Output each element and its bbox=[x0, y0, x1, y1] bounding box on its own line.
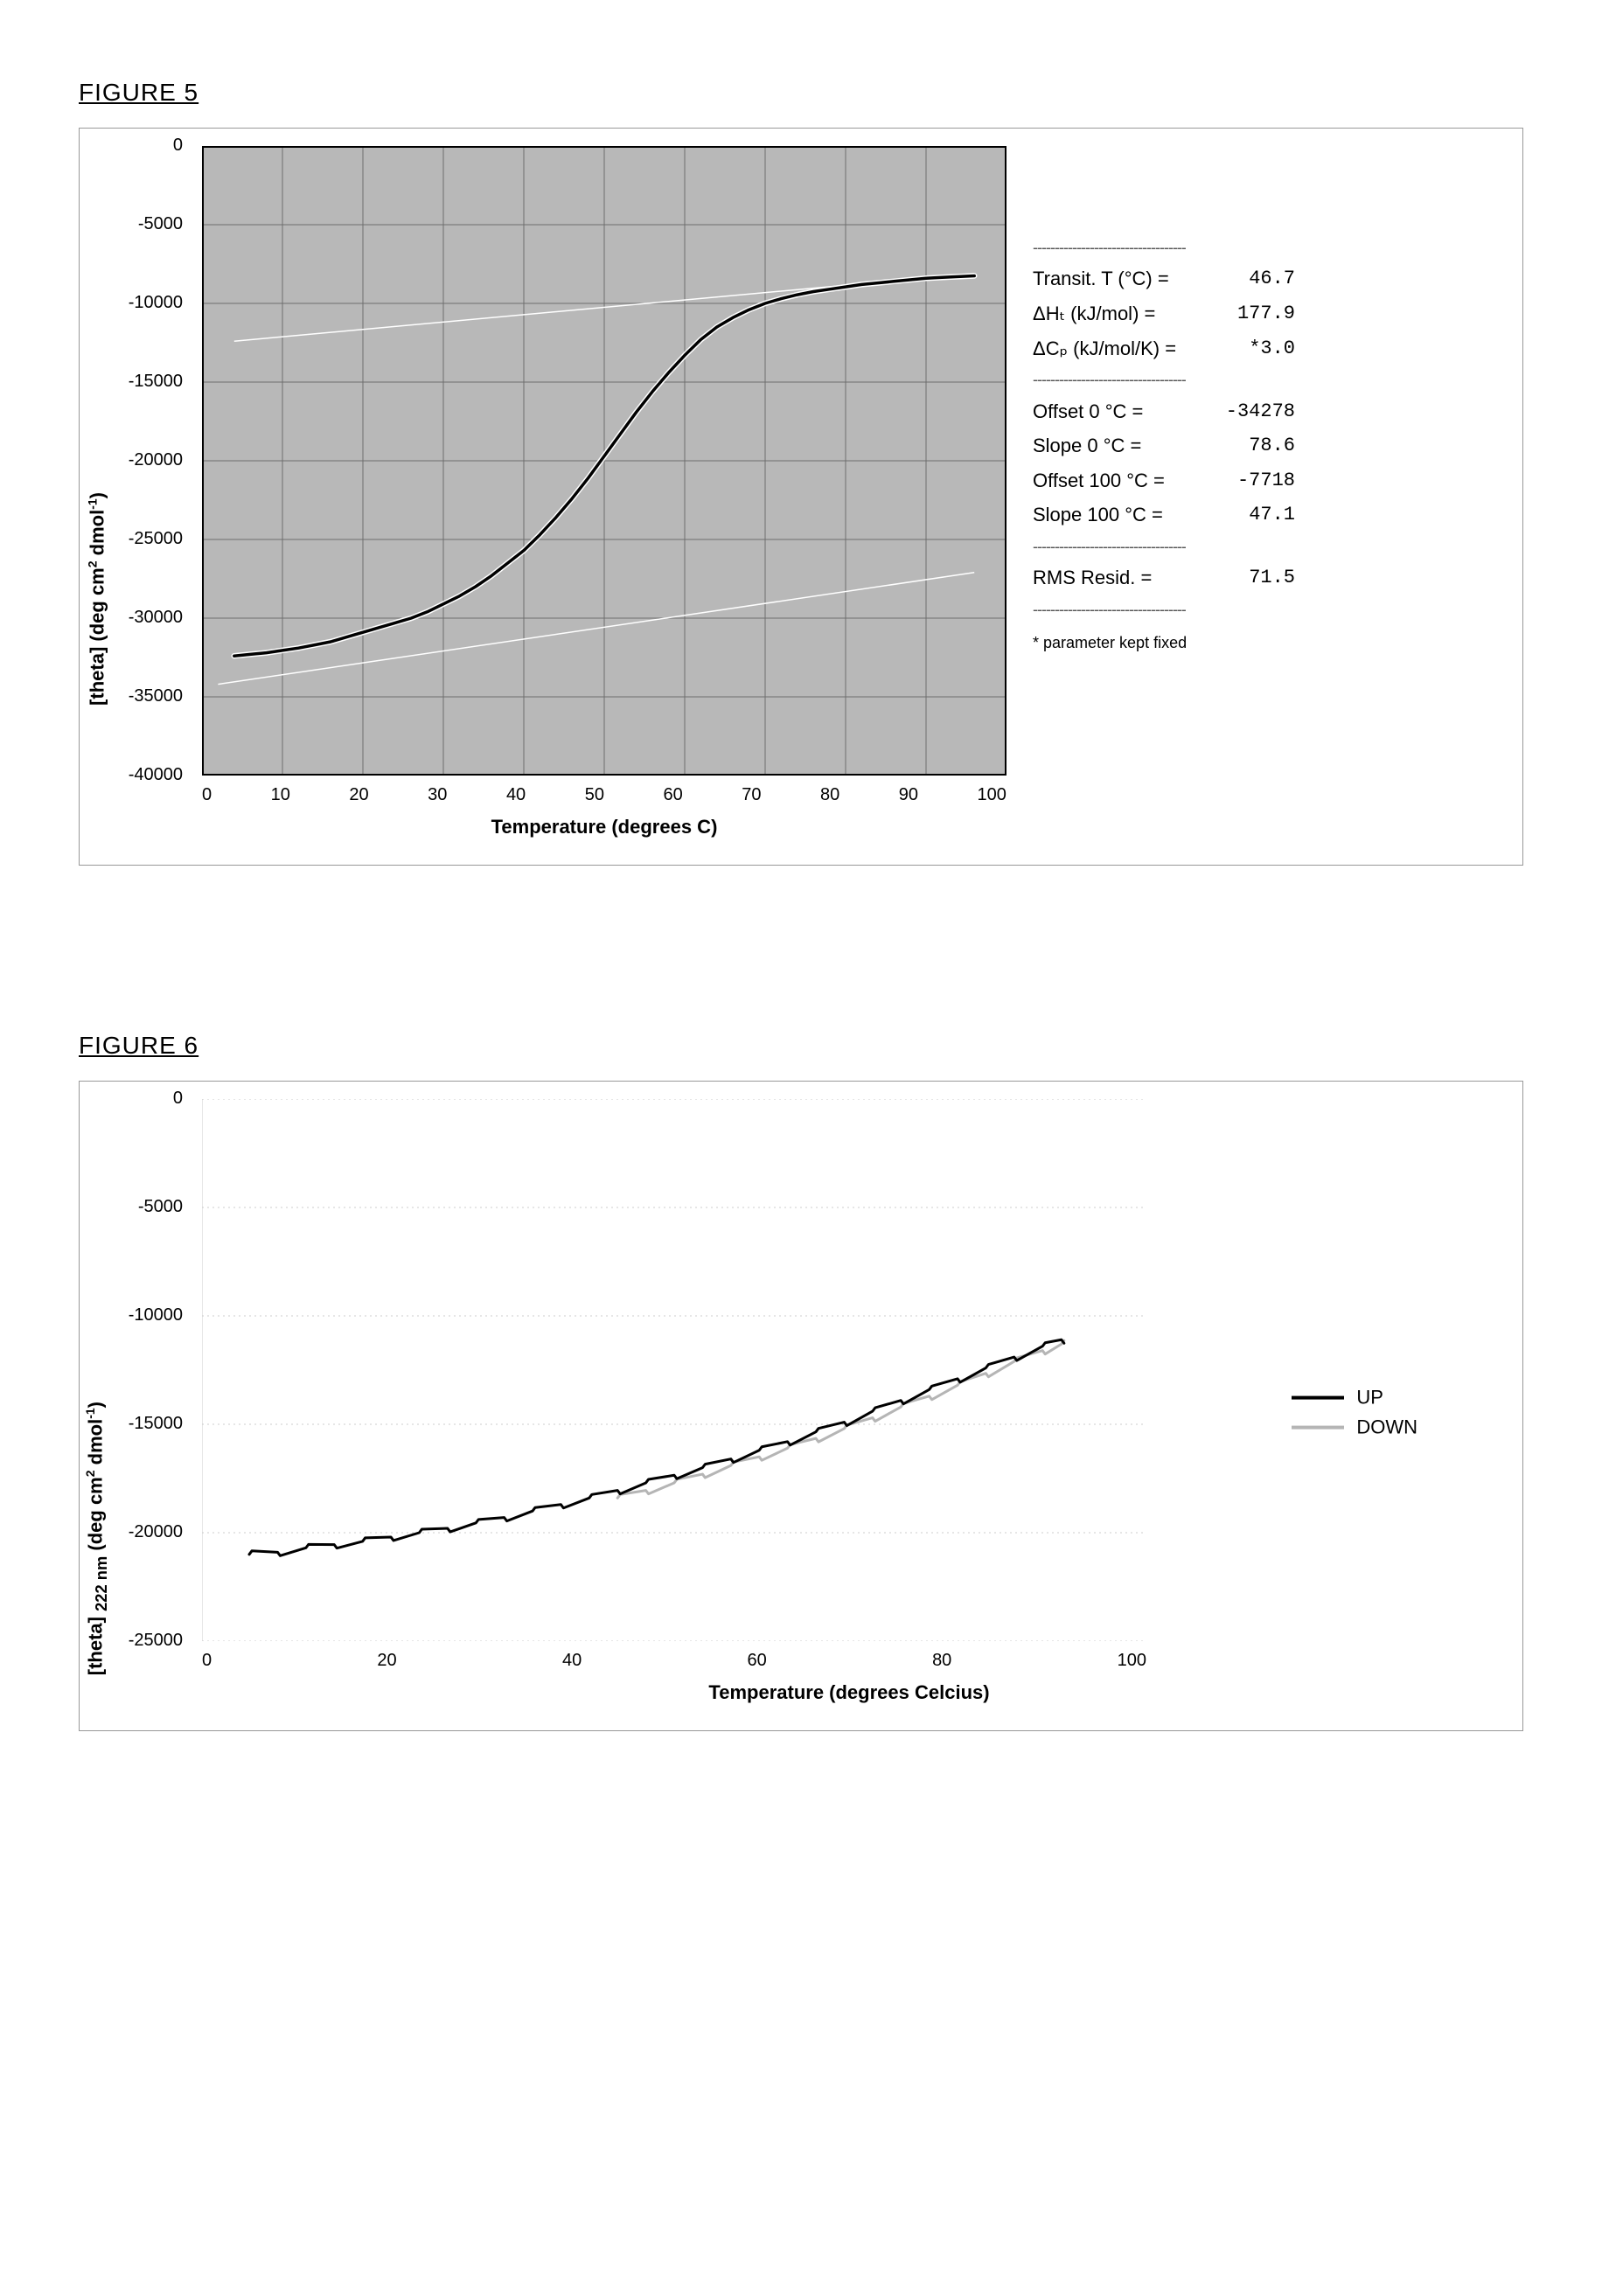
xtick: 40 bbox=[506, 785, 526, 805]
xtick: 80 bbox=[820, 785, 839, 805]
ytick: -15000 bbox=[129, 1414, 183, 1434]
figure5-yticks: 0-5000-10000-15000-20000-25000-30000-350… bbox=[106, 146, 193, 776]
figure6-xticks: 0 20 40 60 80 100 bbox=[202, 1651, 1146, 1671]
ytick: -10000 bbox=[129, 293, 183, 313]
ytick: -30000 bbox=[129, 608, 183, 628]
figure5-xlabel: Temperature (degrees C) bbox=[202, 816, 1006, 838]
xtick: 20 bbox=[349, 785, 368, 805]
ytick: -40000 bbox=[129, 765, 183, 785]
ytick: -20000 bbox=[129, 1522, 183, 1542]
figure6-xlabel: Temperature (degrees Celcius) bbox=[202, 1681, 1496, 1704]
figure5-chart: [theta] (deg cm2 dmol-1) 010203040506070… bbox=[106, 146, 1006, 838]
xtick: 50 bbox=[585, 785, 604, 805]
xtick: 70 bbox=[742, 785, 761, 805]
figure6-title: FIGURE 6 bbox=[79, 1032, 1523, 1060]
ytick: -5000 bbox=[138, 214, 183, 234]
ytick: -25000 bbox=[129, 1631, 183, 1651]
param-row: Slope 0 °C =78.6 bbox=[1033, 428, 1295, 463]
ytick: 0 bbox=[173, 136, 183, 156]
xtick: 60 bbox=[748, 1651, 767, 1671]
figure5-title: FIGURE 5 bbox=[79, 79, 1523, 107]
param-row: ΔHₜ (kJ/mol) =177.9 bbox=[1033, 296, 1295, 331]
ytick: -25000 bbox=[129, 529, 183, 549]
figure6-box: [theta] 222 nm (deg cm2 dmol-1) 02040608… bbox=[79, 1081, 1523, 1731]
figure6-plot bbox=[202, 1099, 1146, 1641]
xtick: 90 bbox=[899, 785, 918, 805]
ytick: -20000 bbox=[129, 450, 183, 470]
param-row: Slope 100 °C =47.1 bbox=[1033, 497, 1295, 532]
figure6-chart: [theta] 222 nm (deg cm2 dmol-1) 02040608… bbox=[106, 1099, 1496, 1704]
footnote: * parameter kept fixed bbox=[1033, 629, 1295, 657]
figure6-legend: UP DOWN bbox=[1292, 1380, 1417, 1446]
xtick: 40 bbox=[562, 1651, 582, 1671]
param-row: Transit. T (°C) =46.7 bbox=[1033, 261, 1295, 296]
xtick: 60 bbox=[663, 785, 682, 805]
ytick: 0 bbox=[173, 1089, 183, 1109]
legend-item: DOWN bbox=[1292, 1416, 1417, 1439]
param-row: Offset 0 °C =-34278 bbox=[1033, 394, 1295, 429]
ytick: -15000 bbox=[129, 372, 183, 392]
figure5-box: [theta] (deg cm2 dmol-1) 010203040506070… bbox=[79, 128, 1523, 866]
legend-item: UP bbox=[1292, 1387, 1417, 1409]
param-row: RMS Resid. =71.5 bbox=[1033, 560, 1295, 595]
param-row: Offset 100 °C =-7718 bbox=[1033, 463, 1295, 498]
ytick: -35000 bbox=[129, 686, 183, 706]
ytick: -5000 bbox=[138, 1197, 183, 1217]
xtick: 100 bbox=[1118, 1651, 1146, 1671]
xtick: 30 bbox=[428, 785, 447, 805]
xtick: 20 bbox=[377, 1651, 396, 1671]
xtick: 100 bbox=[978, 785, 1006, 805]
figure5-xticks: 0 10 20 30 40 50 60 70 80 90 100 bbox=[202, 785, 1006, 805]
xtick: 80 bbox=[932, 1651, 951, 1671]
ytick: -10000 bbox=[129, 1305, 183, 1325]
xtick: 10 bbox=[271, 785, 290, 805]
xtick: 0 bbox=[202, 1651, 212, 1671]
figure5-plot bbox=[202, 146, 1006, 776]
param-row: ΔCₚ (kJ/mol/K) =*3.0 bbox=[1033, 331, 1295, 366]
xtick: 0 bbox=[202, 785, 212, 805]
figure5-sidepanel: -----------------------------------Trans… bbox=[1006, 146, 1295, 657]
figure6-yticks: 0-5000-10000-15000-20000-25000 bbox=[106, 1099, 193, 1641]
